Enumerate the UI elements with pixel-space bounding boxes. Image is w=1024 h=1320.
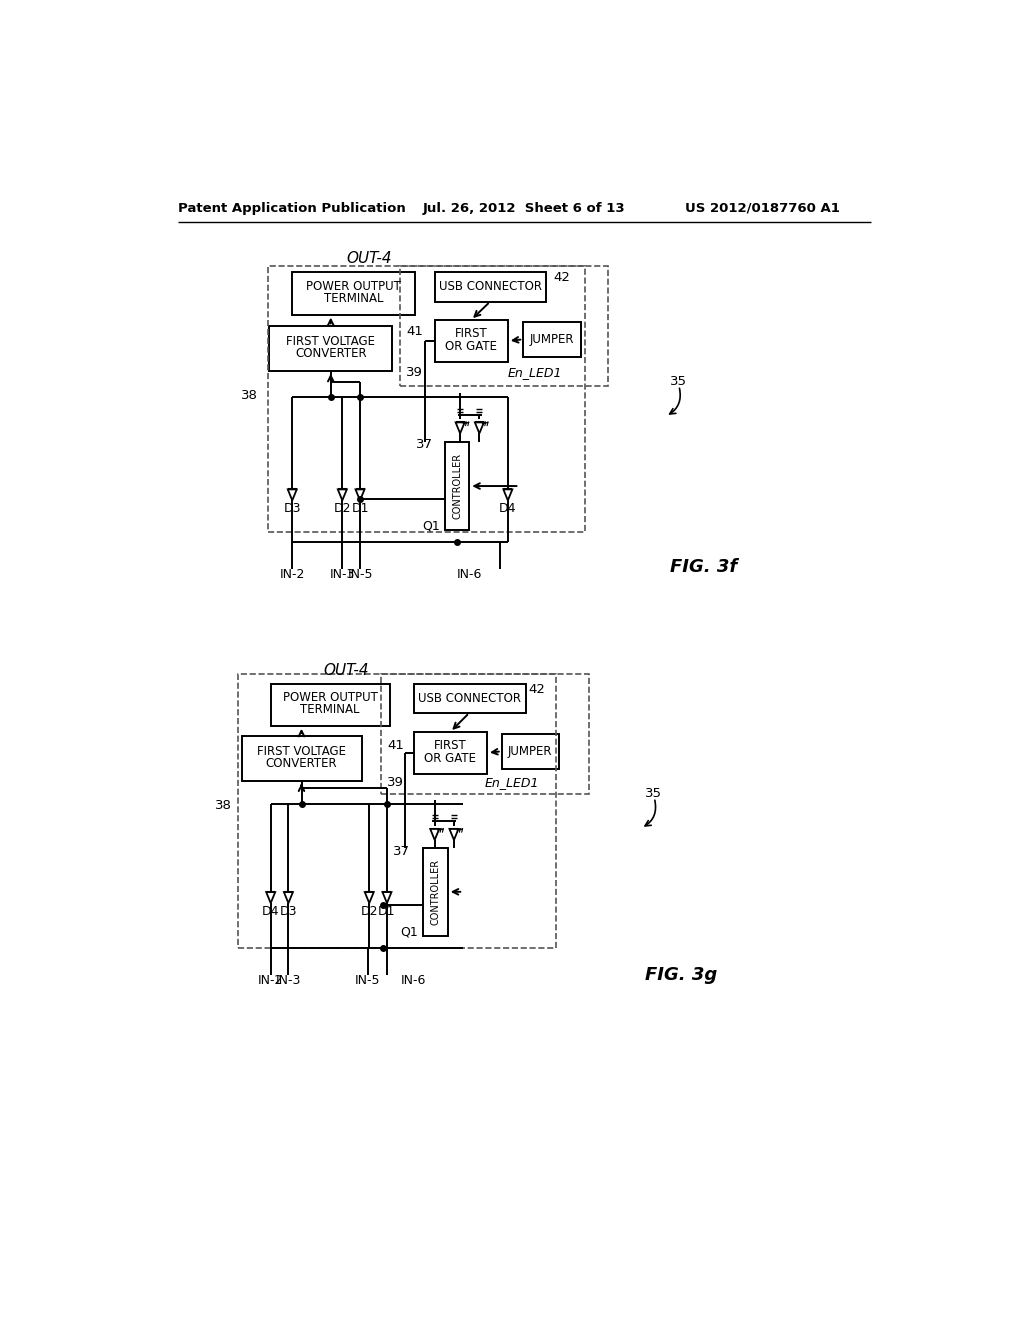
Text: 35: 35 (645, 787, 662, 800)
Polygon shape (475, 422, 484, 433)
Text: Patent Application Publication: Patent Application Publication (178, 202, 407, 215)
Text: D2: D2 (334, 502, 351, 515)
Text: CONVERTER: CONVERTER (295, 347, 367, 360)
Polygon shape (266, 892, 275, 903)
Text: OR GATE: OR GATE (444, 339, 497, 352)
Bar (243, 737, 361, 780)
Text: IN-6: IN-6 (457, 568, 482, 581)
Text: D4: D4 (499, 502, 517, 515)
Bar (400, 267, 608, 385)
Text: D1: D1 (351, 502, 369, 515)
Text: En_LED1: En_LED1 (508, 366, 562, 379)
Text: TERMINAL: TERMINAL (325, 292, 384, 305)
Text: CONTROLLER: CONTROLLER (430, 858, 440, 924)
Text: D3: D3 (284, 502, 301, 515)
Text: FIRST: FIRST (455, 327, 487, 341)
Text: Q1: Q1 (422, 520, 439, 533)
Text: FIRST VOLTAGE: FIRST VOLTAGE (257, 744, 346, 758)
Text: TERMINAL: TERMINAL (300, 704, 359, 717)
Text: OR GATE: OR GATE (424, 751, 476, 764)
Bar (444, 442, 469, 531)
Text: 37: 37 (393, 845, 410, 858)
Text: 38: 38 (215, 799, 232, 812)
Text: 39: 39 (407, 366, 423, 379)
Bar (267, 267, 585, 532)
Text: Q1: Q1 (400, 925, 418, 939)
Text: D4: D4 (262, 906, 280, 917)
Text: CONTROLLER: CONTROLLER (452, 453, 462, 519)
Text: POWER OUTPUT: POWER OUTPUT (283, 690, 378, 704)
Bar (523, 322, 581, 358)
Text: IN-2: IN-2 (258, 974, 284, 987)
Bar (292, 272, 416, 314)
Text: OUT-4: OUT-4 (324, 663, 369, 678)
Bar (435, 321, 508, 363)
Bar (414, 684, 525, 713)
Text: USB CONNECTOR: USB CONNECTOR (438, 280, 542, 293)
Polygon shape (288, 490, 297, 500)
Text: IN-3: IN-3 (330, 568, 355, 581)
Polygon shape (430, 829, 439, 840)
Text: IN-5: IN-5 (347, 568, 373, 581)
Polygon shape (365, 892, 374, 903)
Text: JUMPER: JUMPER (529, 333, 574, 346)
Text: 35: 35 (670, 375, 686, 388)
Text: En_LED1: En_LED1 (484, 776, 540, 788)
Bar (270, 684, 390, 726)
Text: FIRST VOLTAGE: FIRST VOLTAGE (287, 335, 375, 348)
Text: D3: D3 (280, 906, 297, 917)
Text: 41: 41 (407, 325, 423, 338)
Text: 38: 38 (241, 389, 258, 403)
Polygon shape (504, 490, 512, 500)
Polygon shape (355, 490, 365, 500)
Polygon shape (450, 829, 459, 840)
Polygon shape (383, 892, 391, 903)
Text: FIRST: FIRST (434, 739, 467, 752)
Text: 42: 42 (553, 271, 570, 284)
Text: POWER OUTPUT: POWER OUTPUT (306, 280, 401, 293)
Text: US 2012/0187760 A1: US 2012/0187760 A1 (685, 202, 840, 215)
Bar (239, 675, 556, 948)
Text: 39: 39 (387, 776, 403, 788)
Text: USB CONNECTOR: USB CONNECTOR (418, 692, 521, 705)
Text: IN-5: IN-5 (355, 974, 381, 987)
Bar (414, 733, 487, 775)
Text: JUMPER: JUMPER (508, 744, 552, 758)
Bar (269, 326, 392, 371)
Polygon shape (456, 422, 465, 433)
Text: IN-6: IN-6 (401, 974, 427, 987)
Text: FIG. 3g: FIG. 3g (645, 966, 717, 983)
Polygon shape (338, 490, 347, 500)
Text: IN-3: IN-3 (275, 974, 301, 987)
Text: 41: 41 (387, 739, 403, 751)
Text: FIG. 3f: FIG. 3f (670, 557, 737, 576)
Text: D1: D1 (378, 906, 395, 917)
Text: 42: 42 (528, 684, 546, 696)
Bar (381, 675, 589, 793)
Text: OUT-4: OUT-4 (346, 251, 392, 267)
Bar (435, 272, 547, 302)
Text: D2: D2 (360, 906, 378, 917)
Bar (502, 734, 559, 770)
Text: Jul. 26, 2012  Sheet 6 of 13: Jul. 26, 2012 Sheet 6 of 13 (423, 202, 626, 215)
Text: IN-2: IN-2 (280, 568, 305, 581)
Text: 37: 37 (416, 438, 433, 451)
Polygon shape (284, 892, 293, 903)
Bar (423, 847, 447, 936)
Text: CONVERTER: CONVERTER (265, 758, 337, 770)
